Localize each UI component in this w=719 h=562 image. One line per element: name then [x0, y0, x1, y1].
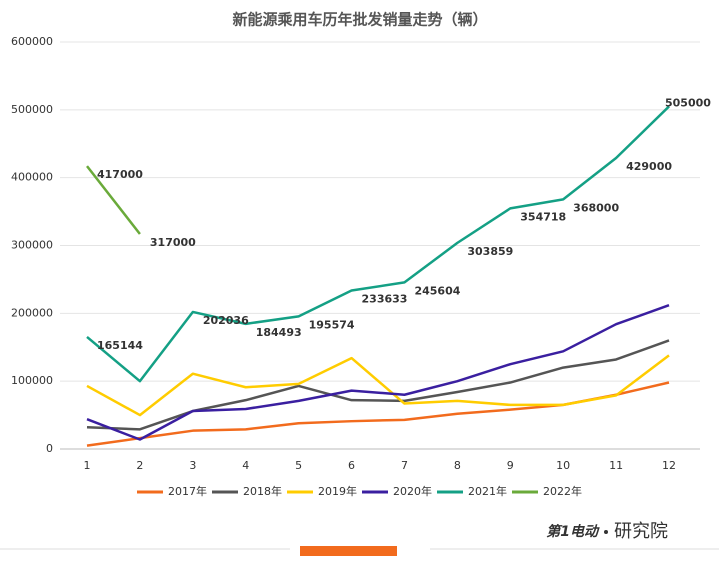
footer-dot — [604, 530, 608, 534]
data-label: 505000 — [665, 96, 711, 109]
x-tick-label: 10 — [556, 459, 570, 472]
legend-label: 2021年 — [468, 484, 507, 498]
data-label: 202036 — [203, 314, 249, 327]
data-label: 368000 — [573, 201, 619, 214]
x-tick-label: 6 — [348, 459, 355, 472]
series-line — [86, 304, 670, 441]
data-label: 165144 — [97, 339, 143, 352]
legend-label: 2022年 — [543, 484, 582, 498]
x-tick-label: 8 — [454, 459, 461, 472]
data-label: 317000 — [150, 236, 196, 249]
y-tick-label: 400000 — [11, 171, 53, 184]
legend-label: 2020年 — [393, 484, 432, 498]
data-label: 245604 — [414, 284, 460, 297]
x-tick-label: 12 — [662, 459, 676, 472]
y-tick-label: 600000 — [11, 35, 53, 48]
x-tick-label: 9 — [507, 459, 514, 472]
x-tick-label: 7 — [401, 459, 408, 472]
y-tick-label: 300000 — [11, 239, 53, 252]
data-label: 303859 — [467, 245, 513, 258]
x-tick-label: 2 — [136, 459, 143, 472]
chart-title: 新能源乘用车历年批发销量走势（辆） — [232, 11, 487, 29]
series-line — [86, 165, 141, 235]
x-tick-label: 5 — [295, 459, 302, 472]
series-line — [86, 354, 670, 417]
footer-bar — [300, 546, 397, 556]
data-label: 195574 — [309, 318, 355, 331]
footer-brand: 第1电动 — [546, 523, 600, 540]
legend-label: 2018年 — [243, 484, 282, 498]
y-tick-label: 500000 — [11, 103, 53, 116]
footer-suffix: 研究院 — [614, 521, 668, 542]
x-tick-label: 4 — [242, 459, 249, 472]
legend-label: 2019年 — [318, 484, 357, 498]
y-tick-label: 200000 — [11, 306, 53, 319]
series-line — [86, 339, 670, 431]
x-tick-label: 3 — [189, 459, 196, 472]
legend-label: 2017年 — [168, 484, 207, 498]
x-tick-label: 11 — [609, 459, 623, 472]
y-tick-label: 0 — [46, 442, 53, 455]
series-line — [86, 105, 670, 383]
data-label: 233633 — [362, 293, 408, 306]
data-label: 417000 — [97, 168, 143, 181]
data-label: 429000 — [626, 160, 672, 173]
data-label: 184493 — [256, 326, 302, 339]
y-tick-label: 100000 — [11, 374, 53, 387]
data-label: 354718 — [520, 210, 566, 223]
x-tick-label: 1 — [84, 459, 91, 472]
